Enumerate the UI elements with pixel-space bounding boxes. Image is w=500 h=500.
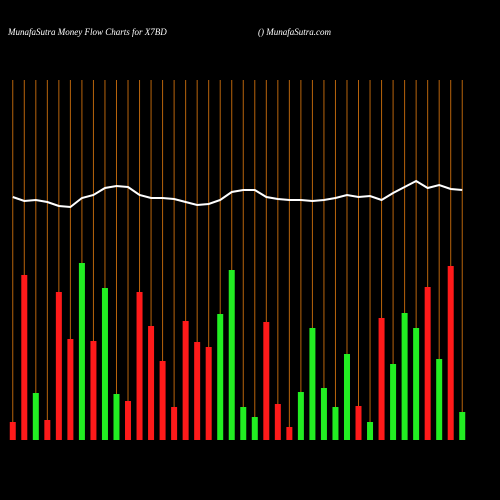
bar bbox=[90, 341, 97, 440]
bar bbox=[228, 270, 235, 440]
bar bbox=[113, 394, 120, 440]
bar bbox=[182, 321, 189, 440]
bar bbox=[136, 292, 143, 440]
bar bbox=[55, 292, 62, 440]
bar bbox=[274, 404, 281, 440]
bar bbox=[240, 407, 247, 440]
bar bbox=[309, 328, 316, 440]
chart-title: MunafaSutra Money Flow Charts for X7BD bbox=[7, 27, 167, 37]
bar bbox=[101, 288, 108, 440]
bar bbox=[332, 407, 339, 440]
bar bbox=[320, 388, 327, 440]
bar bbox=[367, 422, 374, 440]
bar bbox=[263, 322, 270, 440]
bar bbox=[125, 401, 132, 440]
bar bbox=[205, 347, 212, 440]
money-flow-line bbox=[12, 179, 463, 209]
bar bbox=[286, 427, 293, 440]
bar bbox=[413, 328, 420, 440]
bar bbox=[78, 263, 85, 440]
chart-subtitle: () MunafaSutra.com bbox=[258, 27, 331, 37]
bar bbox=[9, 422, 16, 440]
bar bbox=[21, 275, 28, 440]
bar bbox=[343, 354, 350, 440]
bar bbox=[390, 364, 397, 440]
bar bbox=[217, 314, 224, 440]
bar bbox=[159, 361, 166, 440]
bar bbox=[194, 342, 201, 440]
bar bbox=[171, 407, 178, 440]
bar bbox=[44, 420, 51, 440]
bar bbox=[424, 287, 431, 440]
bar bbox=[401, 313, 408, 440]
bar bbox=[447, 266, 454, 440]
bar bbox=[459, 412, 466, 440]
bar bbox=[148, 326, 155, 440]
bar bbox=[355, 406, 362, 440]
bar bbox=[251, 417, 258, 440]
bar bbox=[378, 318, 385, 440]
bar bbox=[67, 339, 74, 440]
bar bbox=[297, 392, 304, 440]
bar bbox=[436, 359, 443, 440]
bar bbox=[32, 393, 39, 440]
